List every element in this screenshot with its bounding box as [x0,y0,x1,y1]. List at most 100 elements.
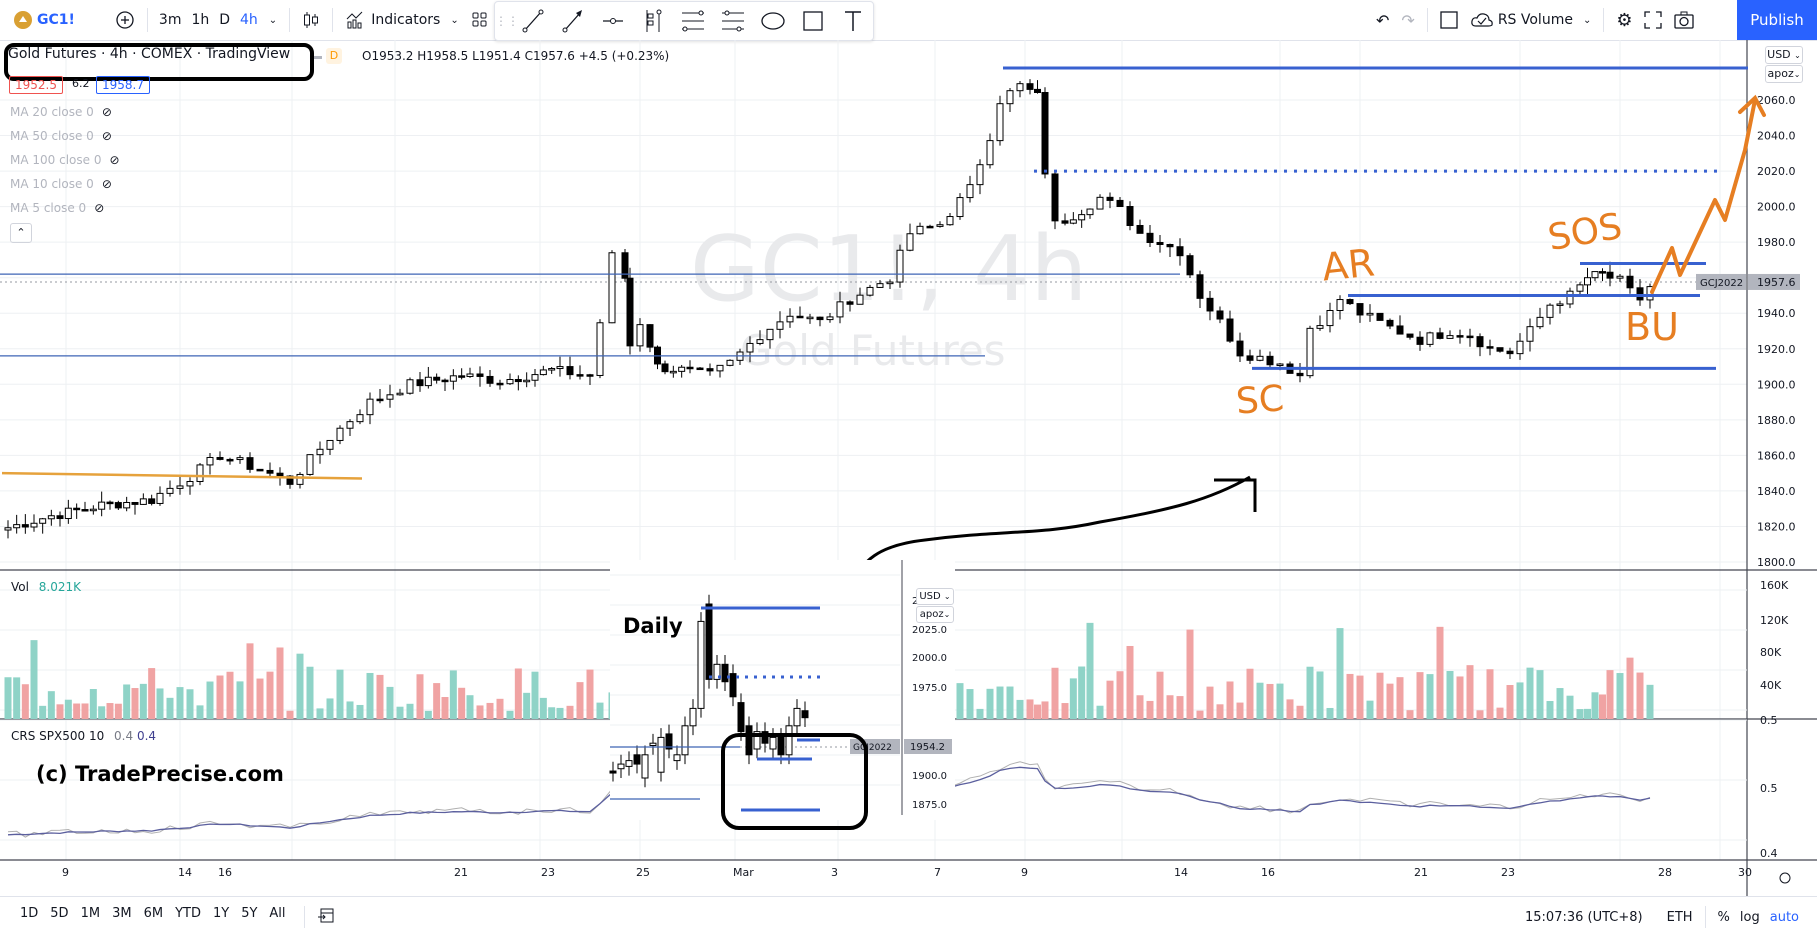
svg-text:9: 9 [1021,866,1028,879]
svg-text:28: 28 [1658,866,1672,879]
calendar-goto-icon [317,908,334,923]
goto-date-button[interactable] [317,906,335,928]
svg-text:1800.0: 1800.0 [1757,556,1796,569]
bottom-toolbar: 1D 5D 1M 3M 6M YTD 1Y 5Y All 15:07:36 (U… [0,896,1817,937]
svg-text:Gold Futures: Gold Futures [740,326,1006,375]
svg-text:GCJ2022: GCJ2022 [1700,278,1743,289]
svg-text:14: 14 [178,866,192,879]
interval-dropdown[interactable]: ⌄ [268,14,278,26]
svg-text:0.5: 0.5 [1760,714,1778,727]
svg-text:1940.0: 1940.0 [1757,307,1796,320]
scale-mode-label: apoz [1767,67,1794,80]
drag-handle-icon[interactable]: ⋮⋮ [495,14,519,28]
horizontal-ray-icon[interactable] [593,2,633,40]
publish-button[interactable]: Publish [1737,0,1817,40]
divider [146,8,148,32]
range-1y[interactable]: 1Y [212,906,230,921]
symbol-search[interactable]: GC1! [8,0,81,40]
range-5d[interactable]: 5D [50,906,69,921]
rectangle-icon[interactable] [793,2,833,40]
svg-text:1957.6: 1957.6 [1757,276,1796,289]
eye-off-icon[interactable]: ⊘ [101,129,112,143]
inset-currency-select[interactable]: USD ⌄ [916,588,954,605]
compare-add-button[interactable] [109,0,141,40]
indicators-label: Indicators [371,12,441,28]
svg-text:2000.0: 2000.0 [1757,201,1796,214]
fullscreen-button[interactable] [1638,0,1668,40]
svg-text:2000.0: 2000.0 [912,653,947,664]
divider [289,8,291,32]
percent-toggle[interactable]: % [1717,909,1730,925]
range-5y[interactable]: 5Y [241,906,258,921]
range-1m[interactable]: 1M [80,906,101,921]
divider [1704,906,1706,928]
divider [1603,8,1605,32]
range-1d[interactable]: 1D [20,906,39,921]
arrow-line-icon[interactable] [553,2,593,40]
spread-value: 6.2 [72,77,90,90]
annotation-sc: SC [1234,378,1286,423]
layouts-button[interactable] [465,0,495,40]
range-6m[interactable]: 6M [143,906,164,921]
annotation-bu: BU [1625,305,1679,349]
inset-scale-select[interactable]: apoz⌄ [916,606,954,623]
settings-button[interactable]: ⚙ [1610,0,1638,40]
redo-icon: ↷ [1401,10,1415,30]
eye-off-icon[interactable]: ⊘ [94,201,105,215]
snapshot-button[interactable] [1668,0,1700,40]
grid-icon [472,12,487,27]
currency-select[interactable]: USD ⌄ [1765,46,1803,64]
chart-type-button[interactable] [296,0,326,40]
range-3m[interactable]: 3M [112,906,132,921]
ma-5-legend[interactable]: MA 5 close 0 ⊘ [10,201,104,215]
interval-3m[interactable]: 3m [158,12,182,28]
legend-title[interactable]: Gold Futures · 4h · COMEX · TradingView [8,46,291,62]
svg-text:Mar: Mar [733,866,754,879]
bid-price[interactable]: 1952.5 [9,76,63,94]
crs-legend[interactable]: CRS SPX500 10 0.4 0.4 [11,729,156,743]
ellipse-icon[interactable] [753,2,793,40]
interval-1h[interactable]: 1h [191,12,210,28]
collapse-legend-button[interactable]: ⌃ [10,223,32,243]
fib-retracement-icon[interactable] [673,2,713,40]
cloud-check-icon [1471,13,1493,27]
clock[interactable]: 15:07:36 (UTC+8) [1525,909,1643,925]
legend-title-box [4,43,314,81]
text-tool-icon[interactable] [833,2,873,40]
eye-off-icon[interactable]: ⊘ [101,105,112,119]
interval-4h[interactable]: 4h [240,12,258,28]
eye-off-icon[interactable]: ⊘ [101,177,112,191]
range-all[interactable]: All [269,906,286,921]
price-range-icon[interactable] [633,2,673,40]
ma-100-legend[interactable]: MA 100 close 0 ⊘ [10,153,120,167]
range-ytd[interactable]: YTD [175,906,201,921]
divider [1426,8,1428,32]
pitchfork-icon[interactable] [713,2,753,40]
scale-mode-select[interactable]: apoz⌄ [1765,65,1803,83]
crs-value-2: 0.4 [136,729,157,743]
ma-label: MA 50 close 0 [10,129,94,143]
volume-legend[interactable]: Vol 8.021K [11,580,81,594]
svg-text:160K: 160K [1760,579,1789,592]
svg-text:GC1!, 4h: GC1!, 4h [690,217,1087,322]
ma-10-legend[interactable]: MA 10 close 0 ⊘ [10,177,112,191]
layout-save-button[interactable]: RS Volume ⌄ [1464,0,1598,40]
ask-price[interactable]: 1958.7 [96,76,150,94]
eye-off-icon[interactable]: ⊘ [109,153,120,167]
ma-20-legend[interactable]: MA 20 close 0 ⊘ [10,105,112,119]
fullscreen-icon [1644,11,1663,29]
select-layout-button[interactable] [1434,0,1464,40]
daily-badge: D [326,48,342,64]
log-toggle[interactable]: log [1739,909,1760,925]
ma-50-legend[interactable]: MA 50 close 0 ⊘ [10,129,112,143]
candles-icon [304,12,319,28]
redo-button[interactable]: ↷ [1395,0,1420,40]
trend-line-icon[interactable] [513,2,553,40]
indicators-button[interactable]: Indicators ⌄ [339,0,465,40]
interval-d[interactable]: D [219,12,231,28]
auto-toggle[interactable]: auto [1769,909,1799,925]
session-toggle[interactable]: ETH [1666,909,1693,925]
svg-text:1840.0: 1840.0 [1757,485,1796,498]
undo-button[interactable]: ↶ [1370,0,1395,40]
